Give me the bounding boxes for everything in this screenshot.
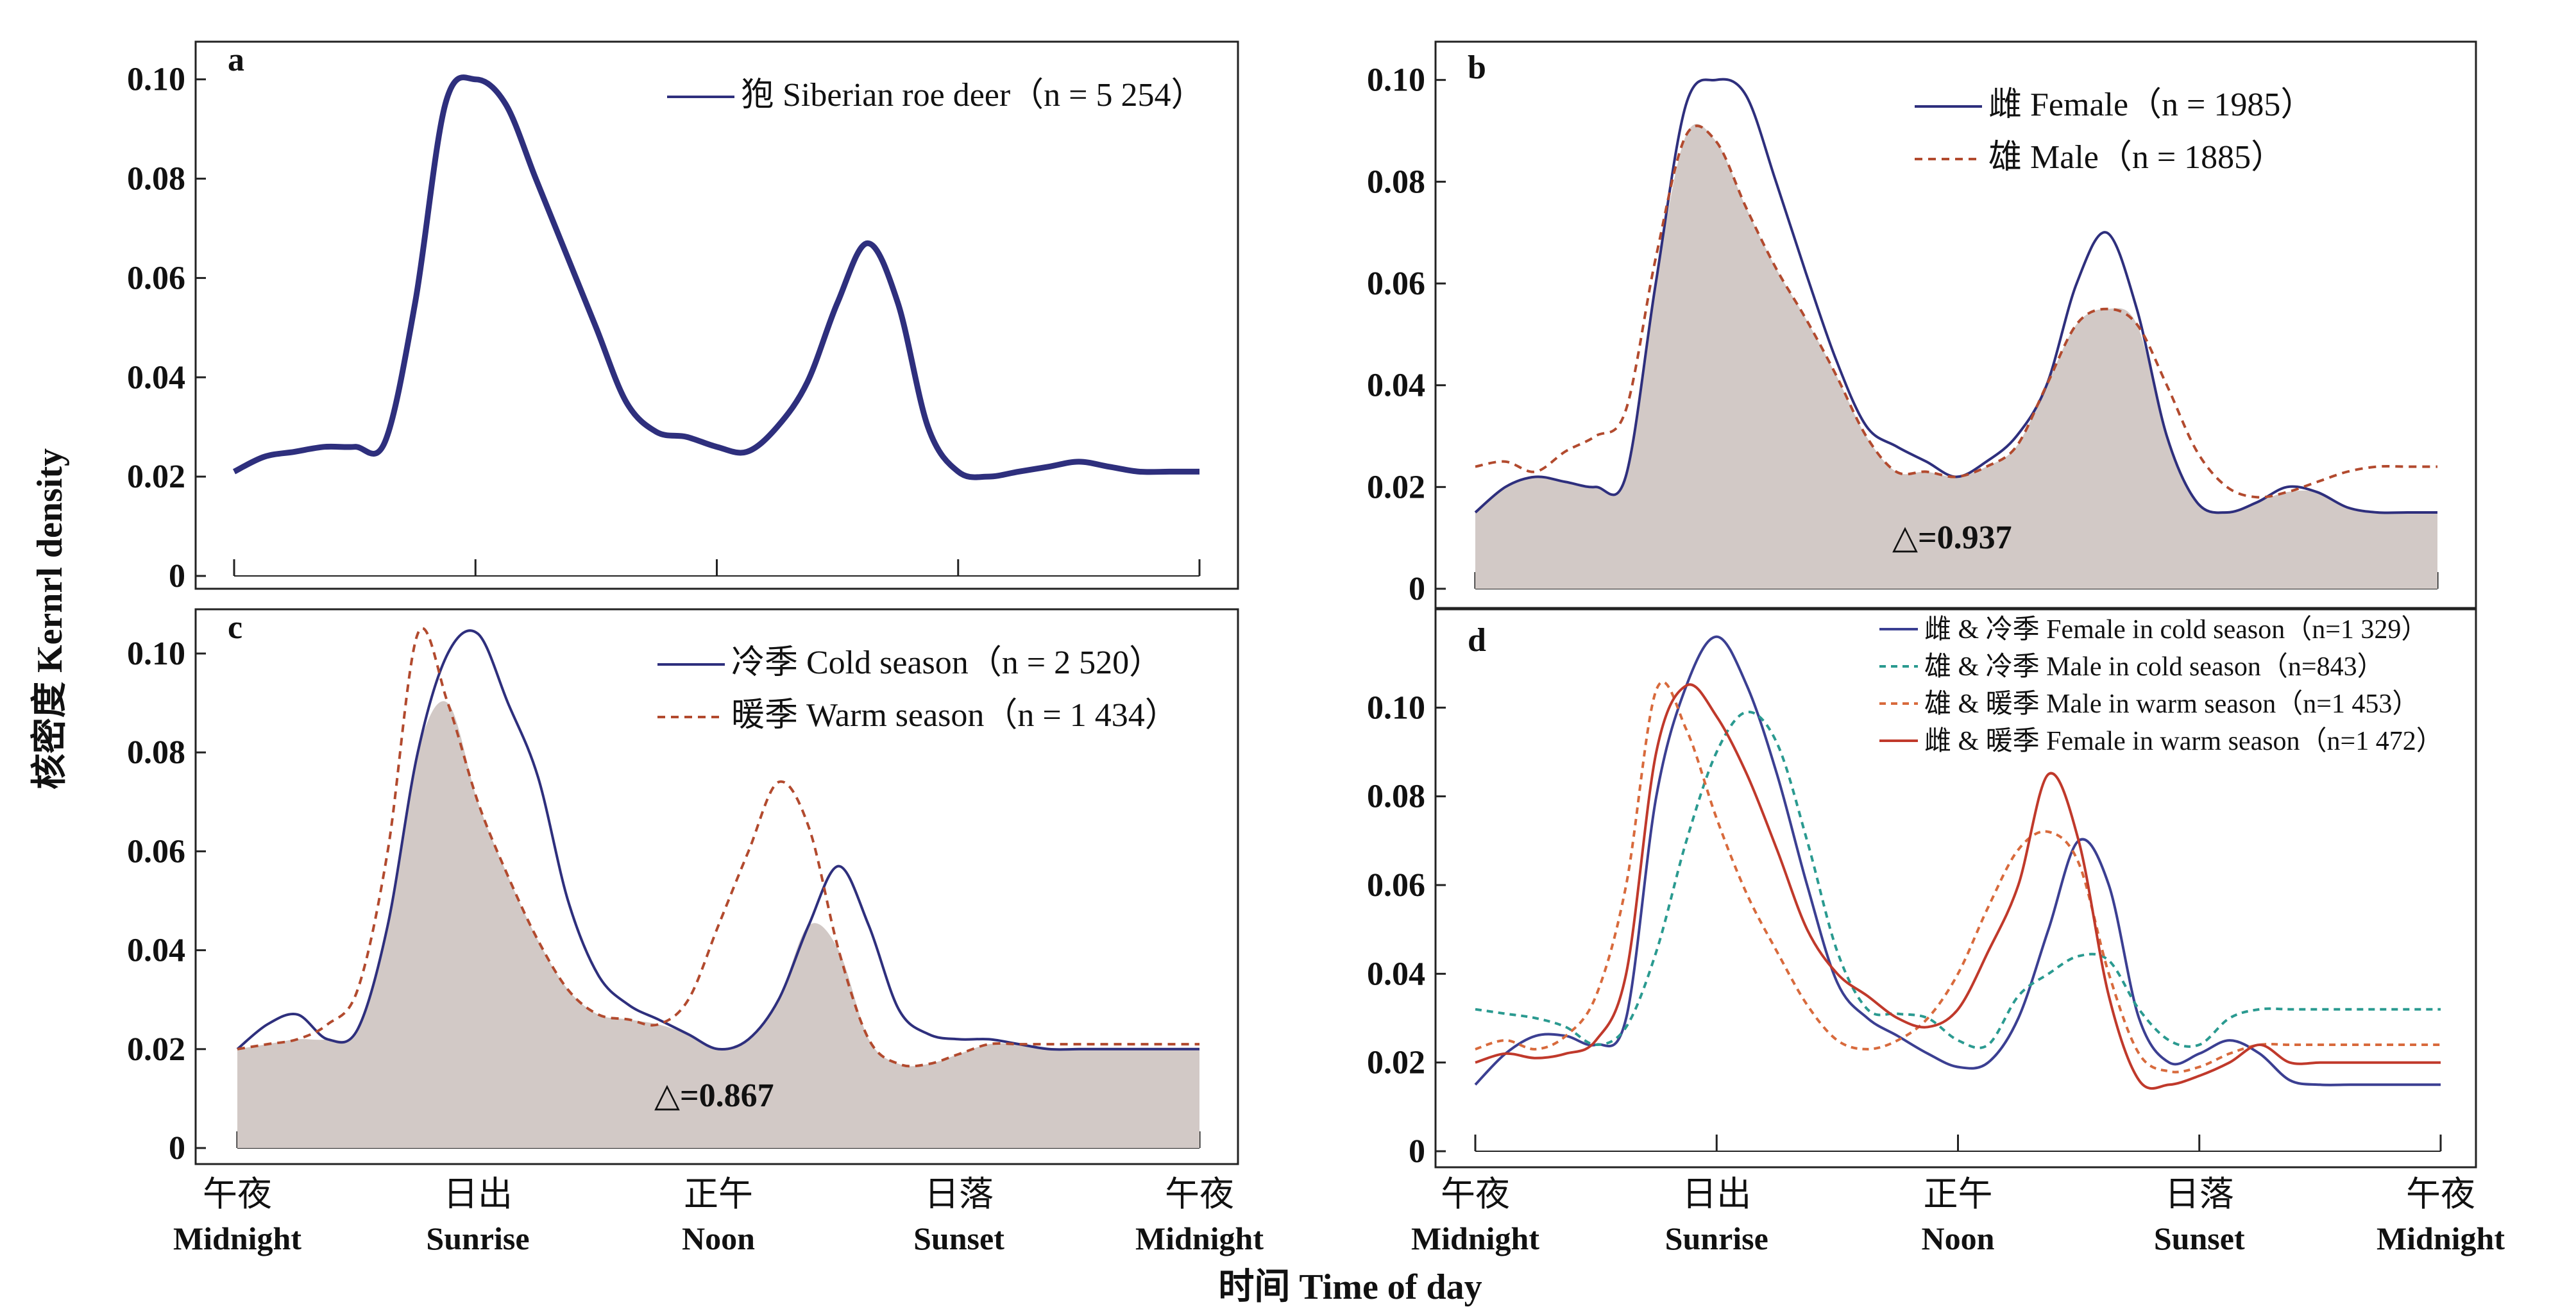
y-tick-label: 0.02 — [1367, 1045, 1425, 1081]
x-category-en: Midnight — [173, 1220, 301, 1256]
series-line-1 — [1474, 78, 2437, 514]
y-tick-label: 0.08 — [1367, 164, 1425, 200]
x-category-zh: 正午 — [684, 1175, 753, 1213]
panel-letter: a — [228, 42, 244, 78]
y-tick-label: 0.08 — [127, 734, 185, 771]
x-category-zh: 午夜 — [1441, 1175, 1510, 1213]
y-tick-label: 0.04 — [127, 933, 185, 969]
y-tick-label: 0.10 — [127, 62, 185, 98]
y-tick-label: 0.06 — [1367, 867, 1425, 904]
panel-c: 0 0.02 0.04 0.06 0.08 0.10 c 冷季 Cold season（n =… — [127, 608, 1264, 1256]
x-category-zh: 日出 — [443, 1175, 513, 1213]
x-category-en: Midnight — [1411, 1220, 1539, 1256]
legend-label: 雄 Male（n = 1885） — [1988, 139, 2284, 176]
x-axis-title: 时间 Time of day — [1218, 1267, 1482, 1307]
y-tick-label: 0.02 — [127, 459, 185, 495]
x-category-en: Noon — [682, 1220, 755, 1256]
x-category-en: Noon — [1922, 1220, 1995, 1256]
overlap-coefficient: △=0.937 — [1892, 519, 2012, 556]
legend: 雌 Female（n = 1985） 雄 Male（n = 1885） — [1915, 87, 2314, 176]
x-category-en: Sunset — [913, 1220, 1004, 1256]
y-tick-label: 0.10 — [127, 636, 185, 672]
x-category-zh: 日落 — [924, 1175, 994, 1213]
panel-d: 0 0.02 0.04 0.06 0.08 0.10 d 雌 & 冷季 Female in c… — [1367, 608, 2505, 1256]
legend-label: 冷季 Cold season（n = 2 520） — [731, 645, 1162, 681]
legend-label: 狍 Siberian roe deer（n = 5 254） — [741, 77, 1205, 114]
y-tick-label: 0.04 — [127, 359, 185, 396]
series-line-2 — [1475, 711, 2441, 1049]
panel-letter: c — [228, 609, 242, 646]
y-tick-label: 0.08 — [1367, 779, 1425, 815]
series-line-4 — [1475, 683, 2441, 1090]
y-tick-label: 0.08 — [127, 161, 185, 198]
x-category-zh: 正午 — [1924, 1175, 1993, 1213]
y-axis-title: 核密度 Kernrl density — [30, 448, 70, 790]
x-category-zh: 午夜 — [203, 1175, 272, 1213]
panel-a: 0 0.02 0.04 0.06 0.08 0.10 a 狍 Siberian roe dee… — [127, 40, 1239, 595]
y-tick-label: 0 — [169, 1130, 185, 1167]
y-tick-label: 0.06 — [127, 260, 185, 296]
x-category-zh: 日落 — [2165, 1175, 2234, 1213]
series-line-1 — [232, 74, 1200, 480]
x-category-zh: 午夜 — [2406, 1175, 2475, 1213]
legend-label: 雄 & 暖季 Male in warm season（n=1 453） — [1924, 689, 2419, 719]
legend-label: 雌 & 冷季 Female in cold season（n=1 329） — [1924, 615, 2428, 645]
y-tick-label: 0 — [1409, 1133, 1425, 1170]
overlap-area — [1475, 124, 2437, 589]
y-tick-label: 0.10 — [1367, 62, 1425, 99]
legend-label: 雄 & 冷季 Male in cold season（n=843） — [1924, 652, 2384, 682]
overlap-coefficient: △=0.867 — [654, 1077, 774, 1114]
panel-letter: d — [1468, 622, 1486, 659]
y-tick-label: 0.06 — [127, 833, 185, 870]
legend-label: 雌 & 暖季 Female in warm season（n=1 472） — [1924, 727, 2443, 756]
y-tick-label: 0.04 — [1367, 956, 1425, 992]
panel-d-frame — [1434, 608, 2477, 1169]
y-tick-label: 0.10 — [1367, 689, 1425, 726]
x-category-zh: 日出 — [1682, 1175, 1751, 1213]
x-category-en: Sunset — [2154, 1220, 2245, 1256]
series-line-2 — [1475, 124, 2437, 499]
x-category-en: Sunrise — [1665, 1220, 1768, 1256]
panel-a-frame — [194, 40, 1239, 590]
x-category-en: Sunrise — [426, 1220, 529, 1256]
x-category-zh: 午夜 — [1165, 1175, 1234, 1213]
panels: 0 0.02 0.04 0.06 0.08 0.10 a 狍 Siberian roe dee… — [127, 40, 2505, 1256]
panel-c-frame — [194, 608, 1239, 1165]
legend: 冷季 Cold season（n = 2 520） 暖季 Warm season（… — [657, 645, 1178, 734]
legend: 狍 Siberian roe deer（n = 5 254） — [667, 77, 1205, 114]
legend-label: 暖季 Warm season（n = 1 434） — [731, 697, 1178, 734]
y-tick-label: 0.04 — [1367, 367, 1425, 404]
x-category-en: Midnight — [1135, 1220, 1264, 1256]
panel-letter: b — [1468, 49, 1486, 86]
legend-label: 雌 Female（n = 1985） — [1988, 87, 2314, 123]
overlap-area — [237, 701, 1199, 1148]
y-tick-label: 0.02 — [1367, 469, 1425, 505]
y-tick-label: 0.02 — [127, 1031, 185, 1068]
x-category-en: Midnight — [2377, 1220, 2505, 1256]
y-tick-label: 0 — [1409, 571, 1425, 607]
y-tick-label: 0 — [169, 558, 185, 595]
series-line-2 — [237, 627, 1199, 1068]
y-tick-label: 0.06 — [1367, 266, 1425, 302]
panel-b: 0 0.02 0.04 0.06 0.08 0.10 b 雌 Female（n = 1985）… — [1367, 40, 2477, 609]
panel-b-frame — [1434, 40, 2477, 609]
legend: 雌 & 冷季 Female in cold season（n=1 329） 雄 &… — [1879, 615, 2443, 756]
